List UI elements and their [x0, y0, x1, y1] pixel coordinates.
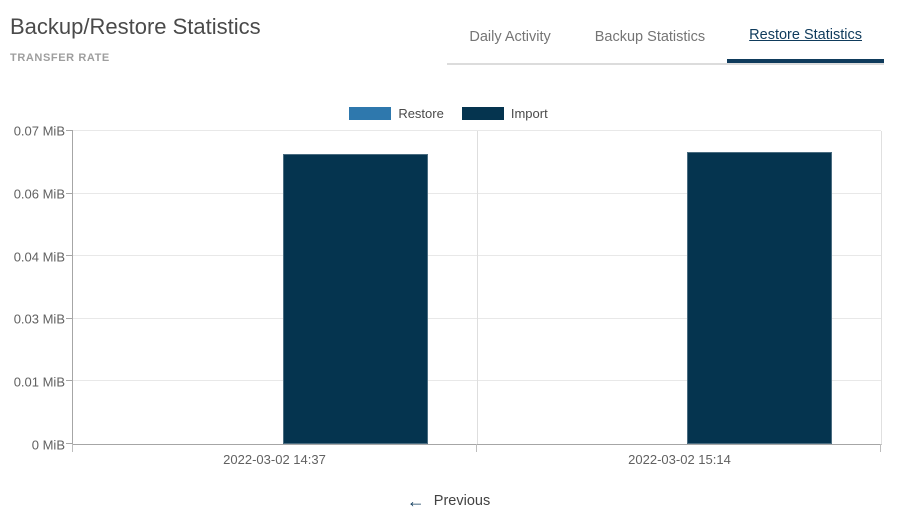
x-tick-mark	[72, 444, 73, 452]
category-separator	[477, 131, 478, 444]
x-axis-label: 2022-03-02 15:14	[628, 452, 731, 467]
y-axis-labels: 0.07 MiB 0.06 MiB 0.04 MiB 0.03 MiB 0.01 MiB…	[0, 125, 65, 452]
arrow-left-icon: ←	[406, 491, 425, 511]
y-tick-label: 0 MiB	[31, 437, 65, 453]
category-groups	[73, 131, 881, 444]
category-group	[477, 131, 881, 444]
category-group	[73, 131, 477, 444]
legend-label: Restore	[398, 106, 444, 121]
y-tick-label: 0.01 MiB	[13, 374, 65, 390]
plot-area	[66, 130, 882, 452]
y-tick-mark	[66, 380, 73, 382]
y-tick-label: 0.03 MiB	[13, 311, 65, 327]
tab-daily-activity[interactable]: Daily Activity	[469, 28, 551, 45]
x-tick-mark	[880, 444, 881, 452]
previous-label: Previous	[433, 493, 491, 509]
bar-import[interactable]	[687, 152, 833, 444]
tab-restore-statistics[interactable]: Restore Statistics	[727, 0, 884, 63]
bar-import[interactable]	[283, 153, 429, 444]
y-tick-mark	[66, 192, 73, 194]
y-tick-label: 0.06 MiB	[13, 186, 65, 202]
gridline	[73, 130, 881, 131]
chart-legend: Restore Import	[0, 106, 897, 121]
x-axis-label: 2022-03-02 14:37	[223, 452, 326, 467]
y-tick-mark	[66, 130, 73, 131]
legend-label: Import	[510, 106, 548, 121]
legend-item-restore[interactable]: Restore	[349, 106, 444, 121]
page-title: Backup/Restore Statistics	[10, 14, 261, 39]
legend-item-import[interactable]: Import	[461, 106, 548, 121]
previous-button[interactable]: ← Previous	[0, 492, 897, 510]
y-tick-mark	[66, 317, 73, 319]
y-tick-mark	[66, 255, 73, 257]
tab-bar: Daily Activity Backup Statistics Restore…	[447, 0, 884, 65]
legend-swatch	[349, 107, 392, 120]
tab-backup-statistics[interactable]: Backup Statistics	[594, 28, 706, 45]
chart-subtitle: TRANSFER RATE	[10, 52, 110, 64]
y-tick-label: 0.04 MiB	[13, 249, 65, 265]
y-tick-label: 0.07 MiB	[13, 123, 65, 139]
x-tick-mark	[476, 444, 477, 452]
x-axis-labels: 2022-03-02 14:37 2022-03-02 15:14	[72, 452, 882, 467]
y-tick-mark	[66, 443, 73, 444]
legend-swatch	[461, 107, 504, 120]
